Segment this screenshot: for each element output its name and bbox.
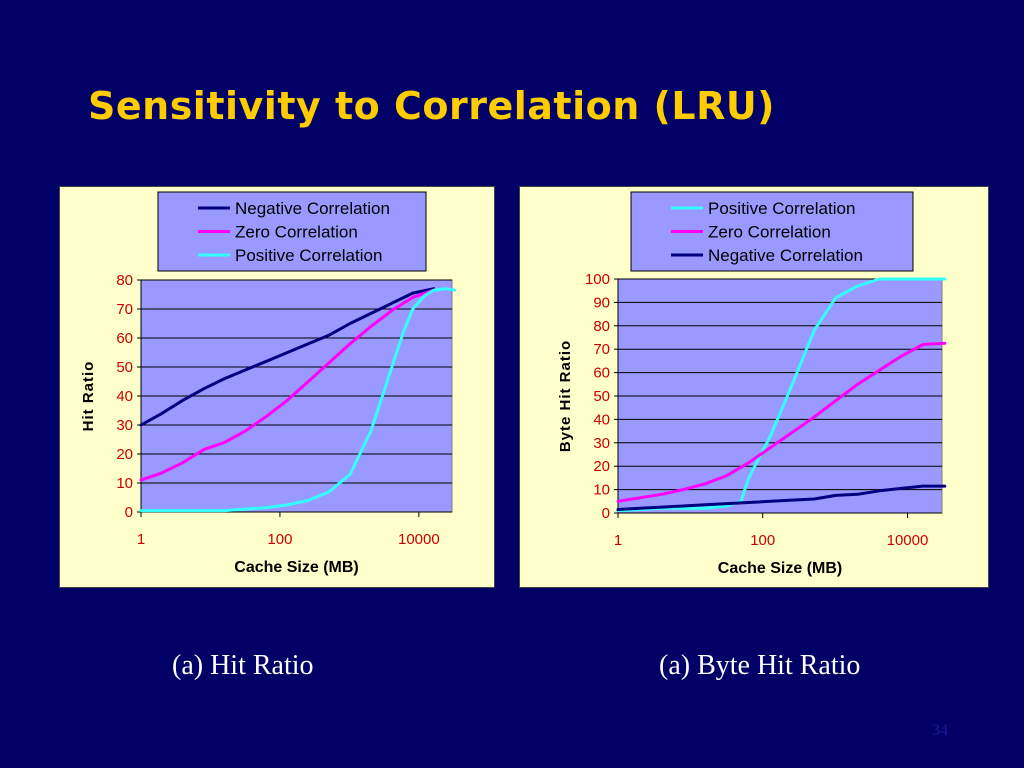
y-tick-label: 10: [593, 482, 610, 499]
y-tick-label: 50: [593, 388, 610, 405]
y-tick-label: 30: [116, 417, 133, 434]
y-axis-title: Byte Hit Ratio: [557, 340, 574, 452]
series-line-positive-correlation: [616, 277, 947, 513]
y-tick-label: 0: [125, 504, 133, 521]
x-tick-label: 100: [267, 531, 292, 548]
series-line-zero-correlation: [139, 288, 436, 482]
hit-ratio-chart: 0 10 20 30 40 50 60 70 80 1 100 10000 Cache Size (MB…: [59, 186, 495, 588]
x-axis-title: Cache Size (MB): [718, 560, 842, 577]
page-number: 34: [932, 722, 948, 739]
y-tick-label: 30: [593, 435, 610, 452]
legend-label: Positive Correlation: [708, 199, 855, 218]
y-axis-title: Hit Ratio: [80, 361, 97, 432]
hit-ratio-chart-svg: 0 10 20 30 40 50 60 70 80 1 100 10000 Cache Size (MB…: [80, 191, 457, 576]
y-tick-label: 60: [593, 365, 610, 382]
y-tick-label: 0: [602, 505, 610, 522]
y-tick-label: 80: [593, 318, 610, 335]
byte-hit-ratio-chart: 0 10 20 30 40 50 60 70 80 90 100 1 100 10000 Cache Siz…: [519, 186, 989, 588]
y-tick-label: 20: [116, 446, 133, 463]
x-tick-label: 1: [614, 532, 622, 549]
y-tick-label: 40: [116, 388, 133, 405]
byte-hit-ratio-chart-svg: 0 10 20 30 40 50 60 70 80 90 100 1 100 10000 Cache Siz…: [557, 191, 947, 577]
legend-label: Zero Correlation: [235, 223, 358, 242]
y-tick-label: 10: [116, 475, 133, 492]
x-tick-label: 10000: [398, 531, 440, 548]
y-tick-label: 90: [593, 294, 610, 311]
y-tick-label: 50: [116, 359, 133, 376]
slide-title: Sensitivity to Correlation (LRU): [88, 84, 776, 128]
caption-hit-ratio: (a) Hit Ratio: [172, 650, 314, 681]
legend-label: Negative Correlation: [235, 199, 390, 218]
y-tick-label: 70: [116, 301, 133, 318]
y-tick-label: 20: [593, 458, 610, 475]
y-tick-label: 70: [593, 341, 610, 358]
legend-label: Zero Correlation: [708, 223, 831, 242]
x-axis-title: Cache Size (MB): [234, 559, 358, 576]
legend-label: Positive Correlation: [235, 246, 382, 265]
x-tick-label: 1: [137, 531, 145, 548]
caption-byte-hit-ratio: (a) Byte Hit Ratio: [659, 650, 861, 681]
series-line-zero-correlation: [616, 341, 947, 503]
series-line-negative-correlation: [139, 287, 436, 427]
y-tick-label: 100: [585, 271, 610, 288]
x-tick-label: 10000: [887, 532, 929, 549]
y-tick-label: 80: [116, 272, 133, 289]
series-line-positive-correlation: [139, 287, 457, 513]
y-tick-label: 40: [593, 411, 610, 428]
y-tick-label: 60: [116, 330, 133, 347]
legend-label: Negative Correlation: [708, 246, 863, 265]
series-line-negative-correlation: [616, 484, 947, 511]
x-tick-label: 100: [750, 532, 775, 549]
